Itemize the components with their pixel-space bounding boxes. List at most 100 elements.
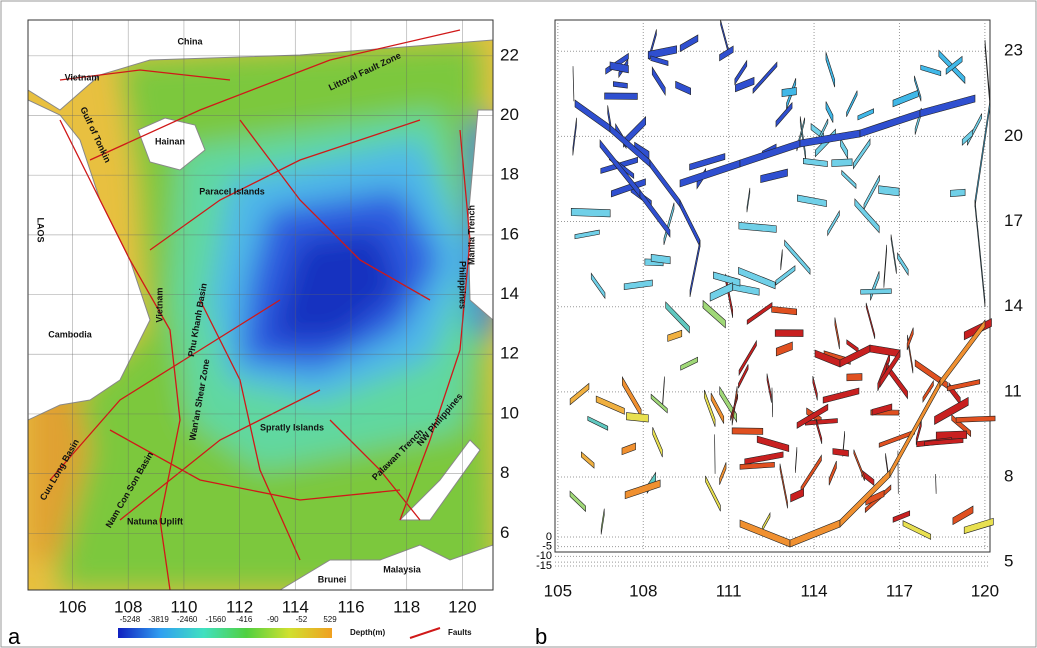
fault-plane [947, 380, 980, 391]
fault-plane [861, 289, 892, 294]
fault-plane [776, 342, 792, 356]
fault-plane [626, 413, 648, 423]
y-tick-label: 8 [500, 463, 509, 482]
fault-plane [853, 139, 870, 169]
y-tick-label: 20 [1004, 126, 1023, 145]
fault-plane [601, 509, 604, 535]
fault-plane [666, 302, 690, 333]
fault-plane [879, 186, 899, 196]
fault-plane [870, 345, 900, 357]
y-tick-label: 11 [1004, 381, 1022, 400]
legend-swatch [410, 628, 440, 638]
fault-plane [705, 476, 720, 511]
fault-plane [740, 140, 800, 167]
fault-plane [800, 116, 805, 160]
x-tick-label: 110 [170, 597, 197, 616]
fault-plane [651, 394, 667, 413]
fault-plane [747, 303, 772, 325]
x-tick-label: 120 [448, 597, 476, 616]
fault-plane [570, 383, 589, 404]
x-tick-label: 112 [226, 597, 253, 616]
fault-plane [790, 520, 840, 547]
colorbar-tick: -2460 [177, 615, 198, 624]
y-tick-label: 17 [1004, 211, 1023, 230]
y-tick-label: 5 [1004, 552, 1013, 571]
fault-plane [791, 489, 804, 502]
fault-plane [651, 56, 668, 66]
x-tick-label: 118 [393, 597, 420, 616]
colorbar-tick: -416 [236, 615, 253, 624]
fault-plane [605, 93, 638, 100]
colorbar-tick: -3819 [148, 615, 169, 624]
y-tick-label: 10 [500, 403, 519, 422]
y-tick-label: 6 [500, 523, 509, 542]
fault-plane [732, 428, 763, 435]
colorbar-tick: -1560 [205, 615, 226, 624]
fault-plane [826, 52, 835, 87]
fault-plane [801, 455, 821, 492]
z-tick-label: -15 [536, 560, 552, 572]
y-tick-label: 16 [500, 224, 519, 243]
fault-planes [570, 20, 995, 547]
fault-plane [720, 46, 734, 61]
colorbar-title: Depth(m) [350, 628, 385, 637]
fault-plane [745, 452, 783, 464]
fault-plane [835, 317, 840, 349]
fault-plane [800, 130, 860, 147]
fault-plane [785, 240, 810, 274]
fault-plane [581, 452, 594, 468]
fault-plane [588, 416, 608, 430]
fault-plane [898, 253, 909, 275]
fault-plane [640, 190, 670, 237]
fault-plane [828, 211, 840, 235]
panel-label: a [8, 624, 21, 648]
y-tick-label: 12 [500, 344, 519, 363]
fault-plane [847, 340, 858, 352]
place-label: China [177, 36, 203, 46]
place-label: Vietnam [65, 72, 100, 82]
fault-plane [847, 374, 862, 381]
x-tick-label: 117 [886, 581, 913, 600]
fault-plane [950, 189, 965, 197]
fault-plane [813, 376, 818, 400]
fault-plane [704, 390, 715, 427]
fault-plane [591, 273, 605, 298]
fault-plane [975, 200, 985, 307]
fault-plane [613, 82, 627, 89]
y-tick-label: 23 [1004, 41, 1023, 60]
x-tick-label: 106 [58, 597, 86, 616]
place-label: Brunei [318, 574, 347, 584]
fault-plane [776, 103, 792, 127]
x-tick-label: 111 [716, 581, 742, 600]
colorbar-tick: -5248 [120, 615, 141, 624]
place-label: Hainan [155, 136, 185, 146]
fault-plane [840, 138, 847, 158]
x-tick-label: 114 [282, 597, 309, 616]
fault-plane [653, 427, 663, 457]
fault-plane [884, 245, 887, 288]
fault-plane [940, 320, 985, 387]
fault-plane [826, 101, 833, 122]
fault-plane [891, 235, 896, 274]
fault-plane [650, 160, 680, 207]
fault-plane [823, 388, 859, 403]
fault-plane [757, 436, 789, 452]
place-label: LAOS [36, 217, 46, 242]
fault-plane [956, 416, 995, 422]
fault-plane [762, 513, 770, 531]
place-label: Spratly Islands [260, 422, 324, 432]
y-tick-label: 14 [1004, 296, 1023, 315]
fault-plane [920, 95, 975, 117]
fault-plane [967, 114, 981, 146]
place-label: Manila Trench [466, 205, 476, 265]
place-label: Malaysia [383, 564, 422, 574]
place-label: Vietnam [154, 288, 164, 323]
fault-plane [676, 81, 691, 94]
colorbar [118, 628, 332, 638]
panel-label: b [535, 624, 547, 648]
fault-plane [575, 230, 599, 239]
fault-plane [668, 330, 682, 341]
fault-plane [753, 62, 777, 93]
fault-plane [680, 200, 700, 247]
x-tick-label: 105 [544, 581, 572, 600]
